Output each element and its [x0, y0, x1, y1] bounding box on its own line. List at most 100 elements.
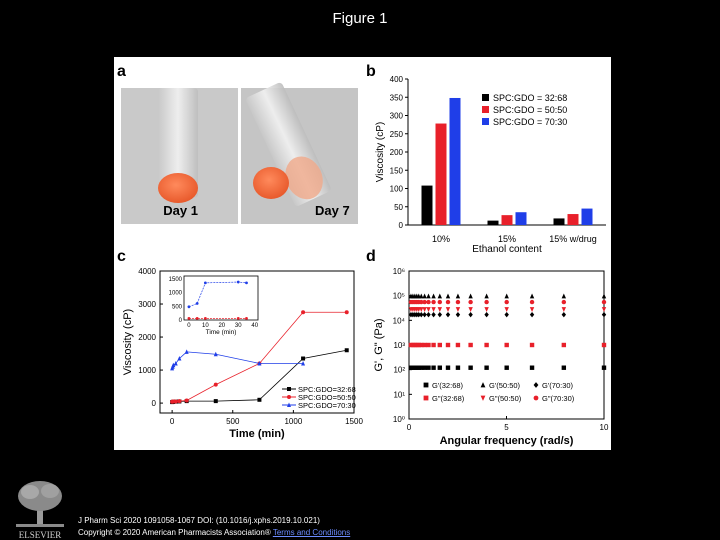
photo-label-day7: Day 7 [315, 203, 350, 218]
d-legend-label: G'(50:50) [489, 381, 521, 390]
d-legend-label: G"(70:30) [542, 394, 575, 403]
c-y-tick-label: 4000 [138, 267, 156, 276]
d-y-axis-label: G', G" (Pa) [373, 318, 385, 371]
d-y-tick-label: 10⁴ [393, 316, 406, 325]
d-point-2-7 [426, 311, 431, 318]
c-inset-point-0-1 [195, 316, 199, 320]
d-point-5-13 [484, 299, 489, 305]
d-point-3-10 [445, 342, 451, 348]
c-legend-marker [287, 402, 291, 407]
d-legend-marker [423, 382, 429, 388]
c-inset-point-1-4 [245, 281, 248, 285]
d-point-4-11 [455, 307, 461, 313]
c-inset-x-tick-label: 20 [218, 323, 225, 329]
d-point-4-17 [601, 307, 607, 313]
d-point-1-14 [504, 293, 509, 299]
citation-line2: Copyright © 2020 American Pharmacists As… [78, 527, 350, 539]
svg-text:ELSEVIER: ELSEVIER [19, 530, 62, 540]
d-point-0-10 [445, 365, 451, 370]
b-y-tick-label: 150 [390, 166, 404, 175]
d-point-4-14 [504, 307, 509, 313]
d-point-5-7 [426, 299, 431, 305]
d-point-0-5 [419, 365, 424, 370]
d-point-0-4 [416, 365, 421, 370]
c-legend-marker [287, 395, 291, 399]
d-point-5-17 [601, 299, 607, 305]
d-y-tick-label: 10¹ [393, 390, 405, 399]
c-inset-point-0-3 [236, 316, 240, 320]
c-point-0-9 [344, 348, 349, 353]
c-inset-y-tick-label: 1000 [169, 291, 183, 297]
c-y-tick-label: 0 [152, 399, 157, 408]
b-y-tick-label: 350 [390, 93, 404, 102]
c-y-tick-label: 3000 [138, 300, 156, 309]
c-point-2-8 [301, 360, 306, 366]
b-bar-1-2 [515, 212, 527, 225]
b-bar-1-1 [501, 215, 513, 225]
c-inset-point-1-2 [203, 281, 207, 285]
d-point-0-17 [601, 365, 607, 370]
d-point-5-10 [445, 299, 451, 305]
d-point-5-8 [431, 299, 436, 305]
d-point-4-8 [431, 307, 436, 313]
b-legend-label: SPC:GDO = 70:30 [493, 117, 567, 127]
gel-day1 [158, 173, 198, 203]
d-point-4-12 [468, 307, 473, 313]
c-point-1-3 [173, 399, 178, 404]
d-point-2-11 [455, 311, 461, 318]
d-point-5-14 [504, 299, 509, 305]
d-point-2-5 [419, 311, 424, 318]
c-inset-x-tick-label: 0 [187, 323, 191, 329]
c-x-tick-label: 1500 [345, 417, 363, 426]
d-legend-marker [533, 395, 539, 401]
panel-c-letter: c [117, 248, 126, 265]
d-point-4-16 [561, 307, 567, 313]
terms-link[interactable]: Terms and Conditions [272, 528, 351, 537]
b-legend-swatch [482, 106, 489, 113]
panel-d-chart: 10⁰ 10¹ 10² 10³ 10⁴ 10⁵ 10⁶ 0 5 10 Angular frequen… [373, 267, 609, 447]
d-point-3-6 [422, 342, 427, 348]
d-point-3-16 [561, 342, 567, 348]
d-point-0-14 [504, 365, 509, 370]
c-inset-point-0-2 [203, 316, 207, 320]
b-category-label: 15% w/drug [549, 234, 597, 244]
panel-d-letter: d [366, 248, 376, 265]
c-x-tick-label: 0 [170, 417, 175, 426]
b-y-axis-label: Viscosity (cP) [375, 122, 386, 182]
d-point-3-9 [437, 342, 443, 348]
c-inset-x-tick-label: 40 [251, 323, 258, 329]
d-point-0-11 [455, 365, 461, 370]
c-frame [159, 270, 355, 414]
copyright-text: Copyright © 2020 American Pharmacists As… [78, 528, 273, 537]
c-y-axis-label: Viscosity (cP) [122, 309, 134, 375]
elsevier-logo: ELSEVIER [8, 476, 72, 540]
c-point-2-6 [213, 351, 218, 357]
d-point-2-10 [445, 311, 451, 318]
c-inset-y-tick-label: 0 [179, 318, 183, 324]
c-y-tick-label: 2000 [138, 333, 156, 342]
b-bar-1-0 [487, 220, 499, 225]
panel-a-letter: a [117, 63, 126, 80]
d-point-1-10 [445, 293, 451, 299]
photo-label-day1: Day 1 [163, 203, 198, 218]
b-y-tick-label: 250 [390, 130, 404, 139]
b-y-tick-label: 50 [394, 203, 403, 212]
c-legend-label: SPC:GDO=70:30 [298, 401, 356, 410]
d-point-4-9 [437, 307, 443, 313]
d-point-3-17 [601, 342, 607, 348]
d-x-axis-label: Angular frequency (rad/s) [440, 435, 574, 447]
panel-a: a Day 1 Day 7 [117, 63, 358, 224]
c-y-tick-label: 1000 [138, 366, 156, 375]
c-point-2-2 [171, 362, 176, 368]
d-point-0-15 [529, 365, 535, 370]
c-point-0-7 [257, 397, 262, 402]
b-legend-label: SPC:GDO = 50:50 [493, 105, 567, 115]
gel-day7 [253, 167, 289, 199]
d-point-5-15 [529, 299, 535, 305]
b-legend-label: SPC:GDO = 32:68 [493, 93, 567, 103]
c-inset-x-tick-label: 30 [235, 323, 242, 329]
c-point-2-7 [257, 360, 262, 366]
d-x-tick-label: 0 [407, 423, 412, 432]
d-legend-marker [423, 395, 429, 401]
figure-title: Figure 1 [332, 10, 388, 27]
